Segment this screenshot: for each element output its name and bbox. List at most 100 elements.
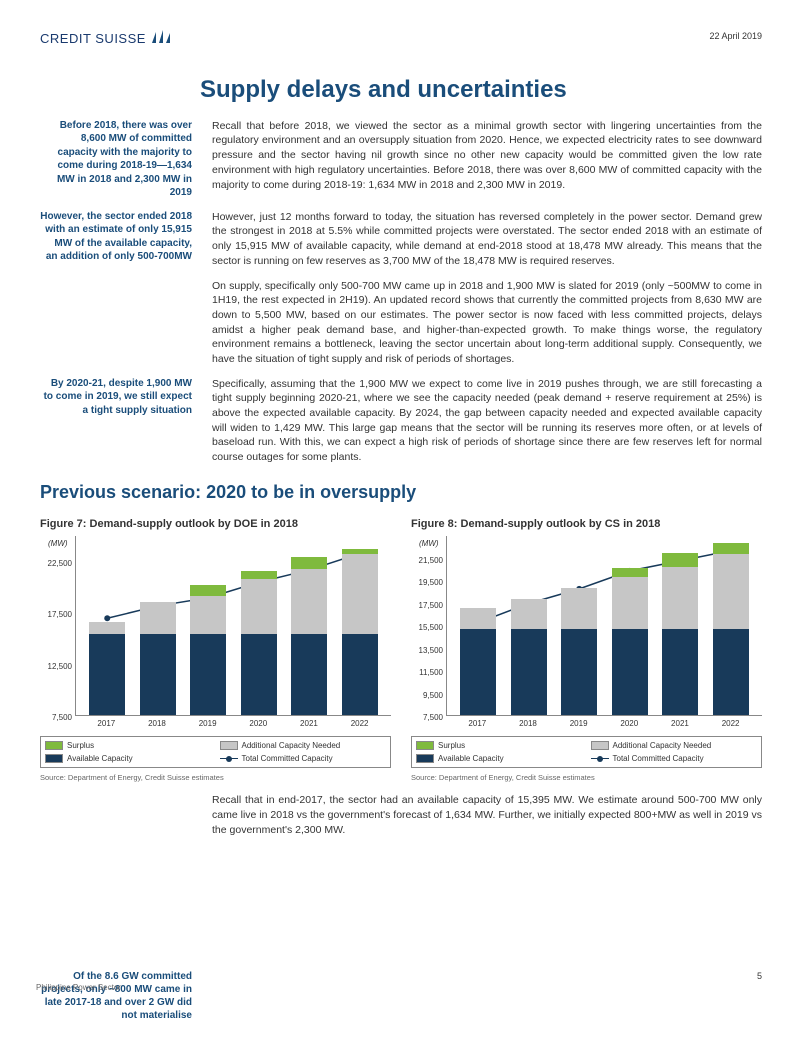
brand-sails-icon [150, 30, 174, 44]
page-footer: Of the 8.6 GW committed projects, only ~… [40, 970, 762, 1022]
legend-item: Available Capacity [45, 753, 212, 764]
xtick-label: 2019 [561, 718, 597, 729]
legend-line-icon [591, 758, 609, 759]
legend-swatch [416, 741, 434, 750]
chart-8-title: Figure 8: Demand-supply outlook by CS in… [411, 517, 762, 532]
xtick-label: 2022 [713, 718, 749, 729]
bar-segment [511, 599, 547, 628]
bar-group [662, 553, 698, 715]
bar-segment [713, 554, 749, 628]
bar-segment [190, 596, 226, 634]
body-text: Specifically, assuming that the 1,900 MW… [212, 377, 762, 465]
ytick-label: 15,500 [419, 622, 447, 633]
legend-swatch [45, 741, 63, 750]
xtick-label: 2020 [240, 718, 276, 729]
legend-item: Additional Capacity Needed [591, 740, 758, 751]
charts-row: Figure 7: Demand-supply outlook by DOE i… [40, 517, 762, 783]
chart-8: Figure 8: Demand-supply outlook by CS in… [411, 517, 762, 783]
chart-8-unit: (MW) [419, 538, 439, 549]
legend-swatch [416, 754, 434, 763]
ytick-label: 13,500 [419, 645, 447, 656]
legend-label: Total Committed Capacity [613, 753, 704, 764]
chart-7-title: Figure 7: Demand-supply outlook by DOE i… [40, 517, 391, 532]
bar-segment [511, 629, 547, 716]
legend-label: Surplus [67, 740, 94, 751]
sidebar-note [40, 279, 200, 367]
xtick-label: 2020 [611, 718, 647, 729]
body-text: Recall that before 2018, we viewed the s… [212, 119, 762, 200]
bar-segment [241, 571, 277, 578]
bar-segment [241, 579, 277, 635]
content-row: On supply, specifically only 500-700 MW … [40, 279, 762, 367]
xtick-label: 2018 [510, 718, 546, 729]
ytick-label: 19,500 [419, 577, 447, 588]
bar-segment [662, 567, 698, 629]
bar-segment [342, 634, 378, 715]
document-date: 22 April 2019 [709, 30, 762, 43]
ytick-label: 7,500 [52, 712, 76, 723]
page-header: CREDIT SUISSE 22 April 2019 [40, 30, 762, 48]
legend-swatch [591, 741, 609, 750]
chart-7-source: Source: Department of Energy, Credit Sui… [40, 773, 391, 784]
legend-line-icon [220, 758, 238, 759]
legend-label: Total Committed Capacity [242, 753, 333, 764]
ytick-label: 7,500 [423, 712, 447, 723]
section-title: Previous scenario: 2020 to be in oversup… [40, 480, 762, 505]
chart-7: Figure 7: Demand-supply outlook by DOE i… [40, 517, 391, 783]
legend-swatch [220, 741, 238, 750]
brand-name: CREDIT SUISSE [40, 30, 146, 48]
page-number: 5 [757, 970, 762, 983]
bar-segment [140, 634, 176, 715]
chart-7-xlabels: 201720182019202020212022 [75, 716, 391, 729]
chart-8-xlabels: 201720182019202020212022 [446, 716, 762, 729]
body-text: However, just 12 months forward to today… [212, 210, 762, 269]
footer-sidebar-note: Of the 8.6 GW committed projects, only ~… [40, 970, 200, 1022]
legend-label: Additional Capacity Needed [613, 740, 712, 751]
bar-group [713, 543, 749, 715]
bar-group [190, 585, 226, 716]
bar-segment [561, 629, 597, 716]
xtick-label: 2018 [139, 718, 175, 729]
bar-group [612, 568, 648, 715]
footer-doc-name: Philippine Power Sector [36, 982, 121, 993]
bar-segment [662, 553, 698, 567]
ytick-label: 12,500 [48, 661, 76, 672]
chart-7-bars [76, 536, 391, 715]
legend-label: Available Capacity [67, 753, 133, 764]
bar-segment [140, 602, 176, 634]
legend-item: Available Capacity [416, 753, 583, 764]
bottom-paragraph: Recall that in end-2017, the sector had … [212, 793, 762, 837]
chart-8-bars [447, 536, 762, 715]
bar-group [241, 571, 277, 715]
legend-item: Total Committed Capacity [220, 753, 387, 764]
sidebar-note: By 2020-21, despite 1,900 MW to come in … [40, 377, 200, 465]
bar-group [561, 588, 597, 715]
ytick-label: 21,500 [419, 555, 447, 566]
content-row: By 2020-21, despite 1,900 MW to come in … [40, 377, 762, 465]
xtick-label: 2021 [662, 718, 698, 729]
legend-swatch [45, 754, 63, 763]
bar-segment [713, 629, 749, 716]
bar-segment [612, 568, 648, 577]
bar-group [460, 608, 496, 715]
bar-segment [89, 622, 125, 634]
legend-item: Total Committed Capacity [591, 753, 758, 764]
sidebar-note: Before 2018, there was over 8,600 MW of … [40, 119, 200, 200]
bar-segment [89, 634, 125, 715]
bar-group [140, 602, 176, 715]
ytick-label: 22,500 [48, 558, 76, 569]
bar-segment [612, 577, 648, 629]
ytick-label: 9,500 [423, 690, 447, 701]
content-row: Before 2018, there was over 8,600 MW of … [40, 119, 762, 200]
bar-segment [342, 554, 378, 634]
xtick-label: 2019 [190, 718, 226, 729]
legend-item: Surplus [45, 740, 212, 751]
body-paragraphs: Before 2018, there was over 8,600 MW of … [40, 119, 762, 465]
chart-7-legend: SurplusAdditional Capacity NeededAvailab… [40, 736, 391, 768]
bar-group [511, 599, 547, 715]
bar-segment [612, 629, 648, 716]
xtick-label: 2017 [88, 718, 124, 729]
bar-segment [190, 634, 226, 715]
ytick-label: 17,500 [419, 600, 447, 611]
content-row: However, the sector ended 2018 with an e… [40, 210, 762, 269]
